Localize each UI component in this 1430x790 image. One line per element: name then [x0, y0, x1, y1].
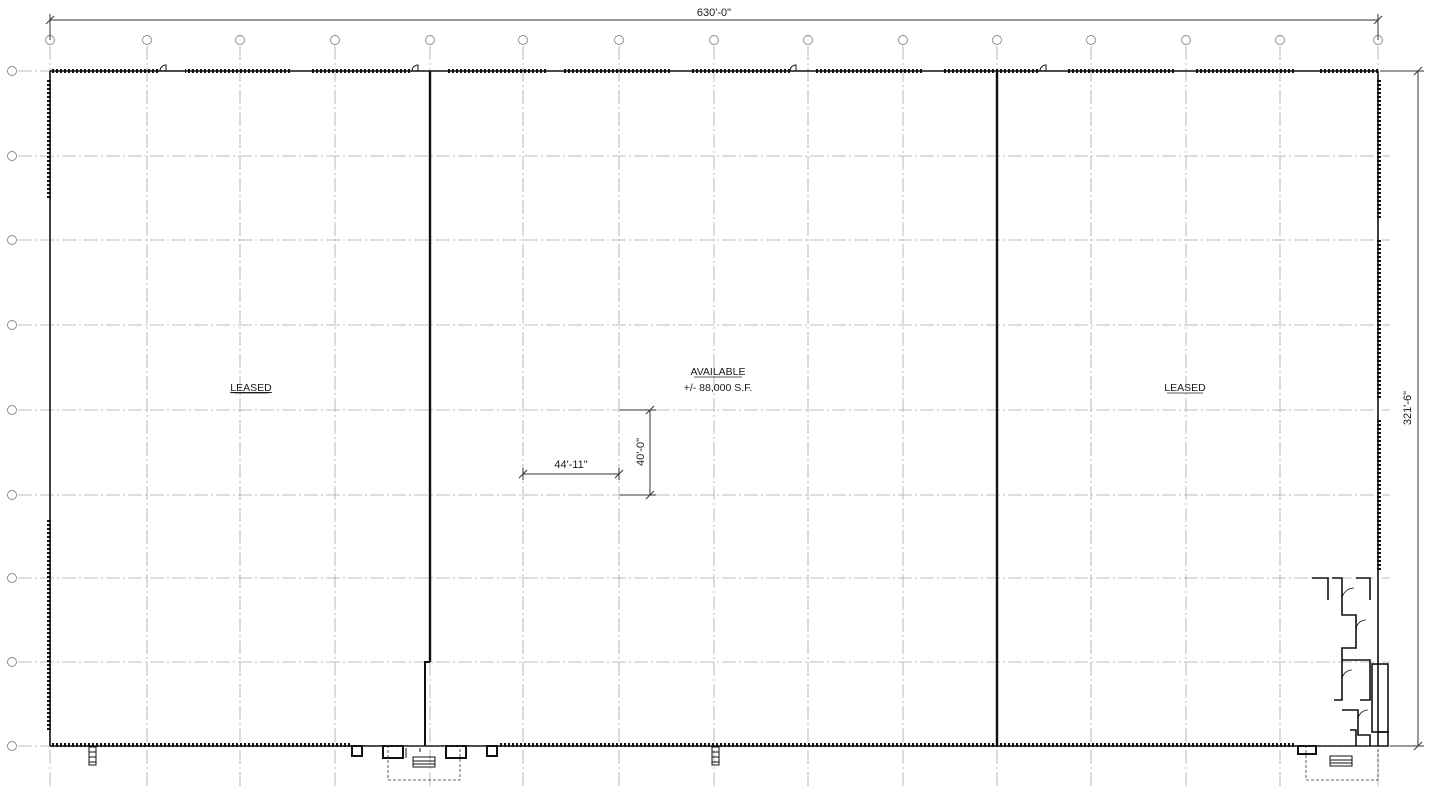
grid-bubble-icons [7, 35, 1383, 751]
grid-bubble-icon [992, 35, 1002, 45]
grid-bubble-icon [709, 35, 719, 45]
grid-bubble-icon [235, 35, 245, 45]
grid-bubble-icon [1086, 35, 1096, 45]
grid-bubble-icon [898, 35, 908, 45]
grid-bubble-icon [7, 66, 17, 76]
grid-bubble-icon [425, 35, 435, 45]
grid-bubble-icon [1181, 35, 1191, 45]
grid-bubble-icon [330, 35, 340, 45]
overall-depth-label: 321'-6" [1402, 391, 1414, 425]
stair-icons [88, 746, 1353, 768]
office-area [1312, 577, 1389, 747]
grid-bubble-icon [1275, 35, 1285, 45]
bay-depth-label: 40'-0" [635, 438, 647, 466]
grid-bubble-icon [7, 235, 17, 245]
grid-bubble-icon [518, 35, 528, 45]
bay-depth-dimension [620, 405, 656, 500]
door-swing-icons [159, 64, 1047, 72]
grid-bubble-icon [7, 490, 17, 500]
overall-width-dimension [45, 14, 1383, 40]
bay-width-label: 44'-11" [554, 459, 587, 471]
column-grid-lines [18, 46, 1390, 788]
grid-bubble-icon [803, 35, 813, 45]
grid-bubble-icon [7, 573, 17, 583]
entry-vestibules [351, 745, 1317, 759]
grid-bubble-icon [7, 741, 17, 751]
grid-bubble-icon [7, 405, 17, 415]
grid-bubble-icon [142, 35, 152, 45]
overall-width-label: 630'-0" [697, 7, 731, 19]
available-space-label: AVAILABLE [690, 366, 745, 378]
overall-depth-dimension [1380, 66, 1424, 751]
grid-bubble-icon [614, 35, 624, 45]
available-space-area: +/- 88,000 S.F. [684, 382, 753, 394]
grid-bubble-icon [7, 657, 17, 667]
canopy-outlines [387, 745, 1379, 781]
grid-bubble-icon [7, 151, 17, 161]
exterior-walls [47, 69, 1381, 747]
right-space-label: LEASED [1164, 382, 1206, 394]
grid-bubble-icon [7, 320, 17, 330]
demising-walls [424, 71, 999, 746]
left-space-label: LEASED [230, 382, 272, 394]
bay-width-dimension [518, 468, 624, 480]
